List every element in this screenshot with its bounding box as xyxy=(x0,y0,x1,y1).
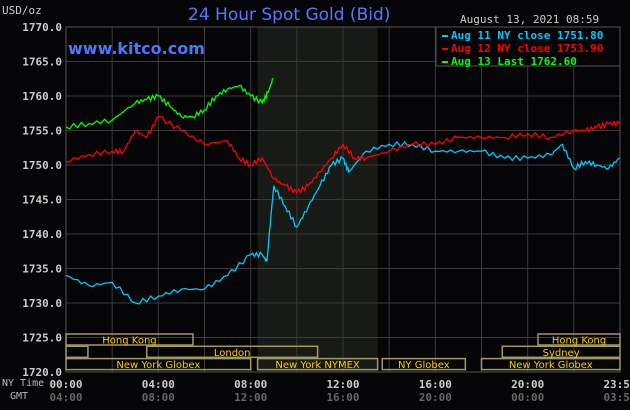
x-tick-ny: 00:00 xyxy=(49,378,82,391)
session-box xyxy=(381,357,467,371)
y-tick-label: 1740.0 xyxy=(22,228,62,241)
x-tick-gmt: 00:00 xyxy=(511,391,544,404)
x-tick-gmt: 03:59 xyxy=(603,391,630,404)
y-tick-label: 1730.0 xyxy=(22,297,62,310)
legend-box xyxy=(435,26,621,67)
y-tick-label: 1745.0 xyxy=(22,194,62,207)
site-label: www.kitco.com xyxy=(68,39,205,58)
series-line-3 xyxy=(65,77,274,130)
y-tick-label: 1755.0 xyxy=(22,125,62,138)
y-tick-label: 1760.0 xyxy=(22,90,62,103)
gmt-label: GMT xyxy=(10,391,29,402)
x-tick-gmt: 20:00 xyxy=(419,391,452,404)
session-label: NY Globex xyxy=(398,360,450,371)
session-box xyxy=(65,333,194,346)
session-box xyxy=(65,345,89,359)
y-tick-label: 1725.0 xyxy=(22,332,62,345)
session-box xyxy=(256,357,379,371)
session-box xyxy=(501,345,621,359)
unit-label: USD/oz xyxy=(2,4,42,17)
session-label: New York Globex xyxy=(509,360,593,371)
legend-entry: Aug 12 NY close 1753.90 xyxy=(451,42,603,55)
x-tick-gmt: 04:00 xyxy=(49,391,82,404)
series-line-1 xyxy=(65,140,620,305)
session-label: Sydney xyxy=(543,348,580,359)
series-line-2 xyxy=(65,116,621,194)
session-label: New York Globex xyxy=(116,360,200,371)
session-label: London xyxy=(214,348,251,359)
y-tick-label: 1765.0 xyxy=(22,56,62,69)
session-box xyxy=(480,357,621,371)
chart-title: 24 Hour Spot Gold (Bid) xyxy=(188,5,391,25)
x-tick-gmt: 12:00 xyxy=(234,391,267,404)
legend-entry: Aug 13 Last 1762.60 xyxy=(451,55,577,68)
ny-time-label: NY Time xyxy=(2,378,45,389)
x-tick-gmt: 16:00 xyxy=(326,391,359,404)
plot-border xyxy=(65,26,621,373)
x-tick-ny: 12:00 xyxy=(326,378,359,391)
y-tick-label: 1720.0 xyxy=(22,366,62,379)
x-tick-ny: 04:00 xyxy=(142,378,175,391)
x-tick-ny: 16:00 xyxy=(419,378,452,391)
session-label: Hong Kong xyxy=(552,336,606,347)
y-tick-label: 1770.0 xyxy=(22,21,62,34)
x-tick-gmt: 08:00 xyxy=(142,391,175,404)
x-tick-ny: 23:59 xyxy=(603,378,630,391)
x-tick-ny: 08:00 xyxy=(234,378,267,391)
legend-entry: Aug 11 NY close 1751.80 xyxy=(451,29,603,42)
timestamp: August 13, 2021 08:59 xyxy=(460,13,600,26)
y-tick-label: 1750.0 xyxy=(22,159,62,172)
session-box xyxy=(537,333,621,346)
session-label: Hong Kong xyxy=(102,336,156,347)
y-tick-label: 1735.0 xyxy=(22,263,62,276)
session-box xyxy=(65,357,252,371)
session-box xyxy=(146,345,319,359)
session-label: New York NYMEX xyxy=(275,360,360,371)
x-tick-ny: 20:00 xyxy=(511,378,544,391)
